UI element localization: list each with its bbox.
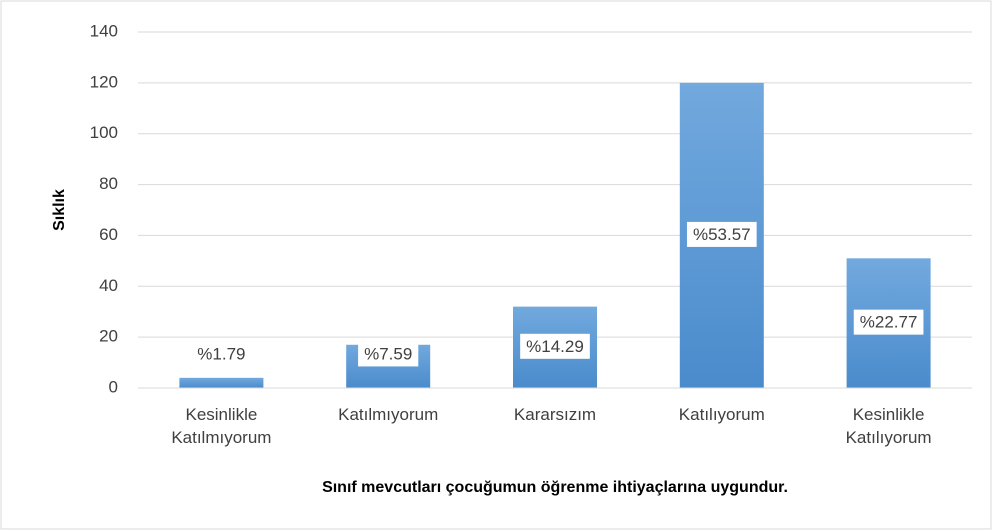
x-axis-label: Sınıf mevcutları çocuğumun öğrenme ihtiy… (322, 479, 788, 496)
y-tick-label: 100 (90, 123, 118, 142)
data-label: %14.29 (526, 337, 584, 356)
x-tick-label: Kesinlikle Katılıyorum (845, 405, 932, 447)
data-label: %53.57 (693, 225, 751, 244)
x-tick-label: Kararsızım (513, 405, 597, 424)
data-label-box (520, 333, 590, 359)
x-tick-label: Katılıyorum (678, 405, 765, 424)
x-tick-label: Kesinlikle Katılmıyorum (171, 405, 272, 447)
bar (179, 377, 264, 388)
data-label: %1.79 (197, 344, 245, 363)
y-tick-label: 60 (99, 225, 118, 244)
x-tick-label: Katılmıyorum (338, 405, 439, 424)
data-label-box (191, 341, 252, 367)
y-tick-label: 0 (109, 377, 118, 396)
data-label: %22.77 (860, 313, 918, 332)
y-tick-label: 140 (90, 21, 118, 40)
y-tick-label: 20 (99, 327, 118, 346)
y-axis-label: Sıklık (51, 189, 68, 231)
data-label-box (358, 341, 419, 367)
data-label-box (686, 221, 757, 247)
data-label-box (853, 309, 924, 335)
data-label: %7.59 (364, 344, 412, 363)
y-tick-label: 120 (90, 72, 118, 91)
y-tick-label: 80 (99, 174, 118, 193)
y-tick-label: 40 (99, 276, 118, 295)
